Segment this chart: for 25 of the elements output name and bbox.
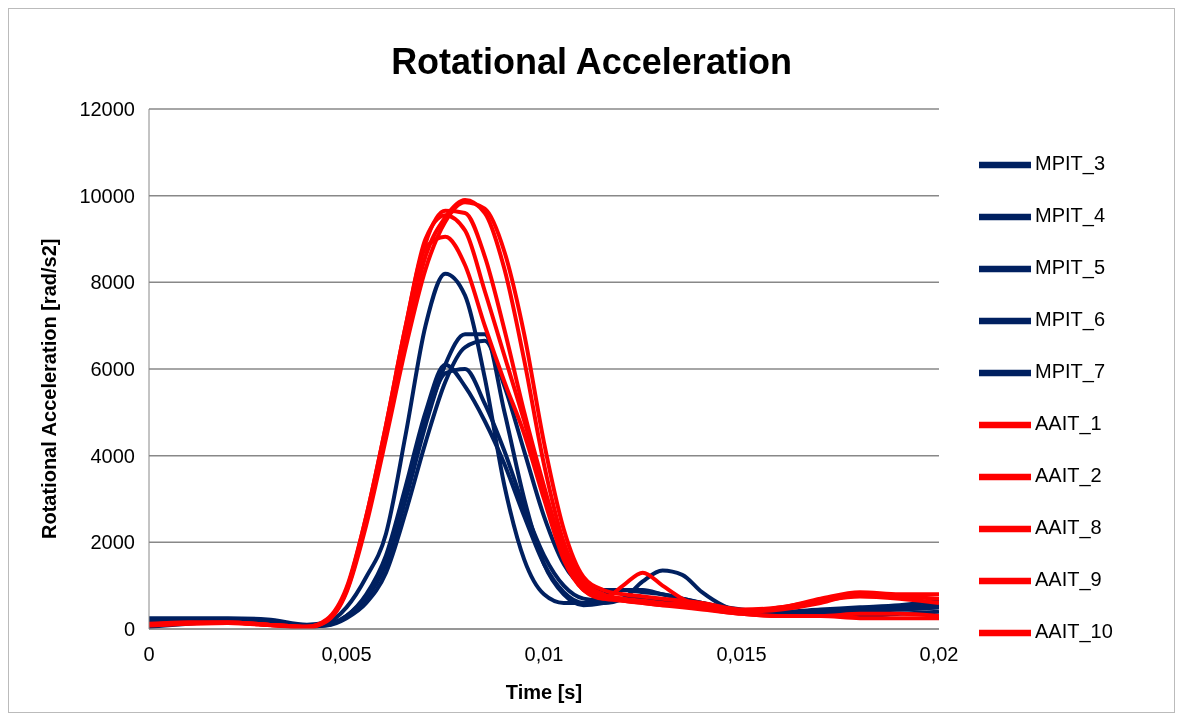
x-tick-label: 0,015	[716, 643, 767, 666]
legend-label: MPIT_6	[1035, 308, 1106, 331]
y-tick-label: 10000	[79, 184, 135, 207]
legend-label: MPIT_5	[1035, 256, 1106, 279]
y-axis-title: Rotational Acceleration [rad/s2]	[38, 238, 61, 539]
y-tick-label: 4000	[90, 444, 135, 467]
y-tick-label: 12000	[79, 98, 135, 121]
legend-label: AAIT_9	[1035, 568, 1102, 591]
legend-label: MPIT_7	[1035, 360, 1106, 383]
legend-label: AAIT_10	[1035, 620, 1113, 643]
x-tick-label: 0,005	[321, 643, 372, 666]
legend-label: MPIT_4	[1035, 204, 1106, 227]
x-axis-title: Time [s]	[505, 681, 583, 703]
legend-label: AAIT_8	[1035, 516, 1102, 539]
y-tick-label: 2000	[90, 531, 135, 554]
legend-label: AAIT_2	[1035, 464, 1102, 487]
y-tick-label: 0	[123, 618, 135, 641]
x-tick-label: 0,02	[919, 643, 959, 666]
y-tick-label: 8000	[90, 271, 135, 294]
y-tick-label: 6000	[90, 358, 135, 381]
legend-label: AAIT_1	[1035, 412, 1102, 435]
x-tick-label: 0,01	[524, 643, 564, 666]
x-tick-label: 0	[143, 643, 155, 666]
chart-title: Rotational Acceleration	[390, 41, 793, 84]
legend-label: MPIT_3	[1035, 152, 1106, 175]
